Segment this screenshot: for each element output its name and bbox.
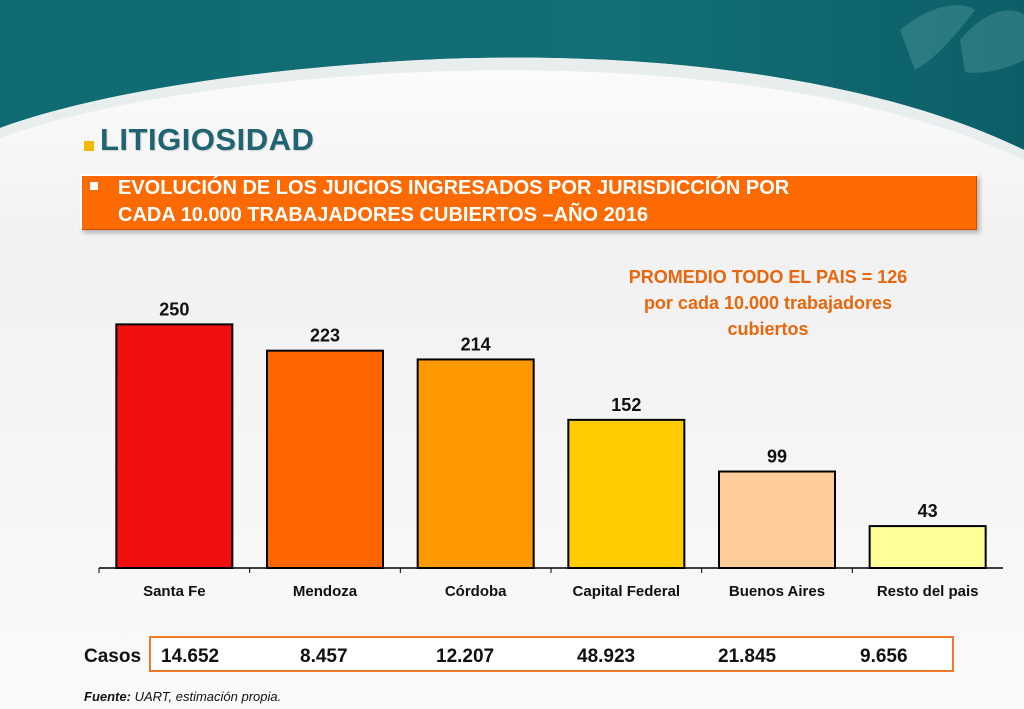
teal-header-band <box>0 0 1024 150</box>
source-text: UART, estimación propia. <box>130 689 282 704</box>
average-note: PROMEDIO TODO EL PAIS = 126 por cada 10.… <box>596 264 940 342</box>
bar-buenos-aires <box>718 470 836 569</box>
tick-label-capital-federal: Capital Federal <box>573 583 681 600</box>
bar-resto-del-pais <box>868 525 987 569</box>
bar-cordoba <box>416 358 535 569</box>
data-label-buenos-aires: 99 <box>767 447 787 467</box>
header-highlight-arc <box>0 57 1024 160</box>
data-label-mendoza: 223 <box>310 326 340 346</box>
bar-mendoza <box>266 349 384 569</box>
data-label-capital-federal: 152 <box>611 395 641 415</box>
tick-label-cordoba: Córdoba <box>445 583 507 600</box>
subtitle-banner: EVOLUCIÓN DE LOS JUICIOS INGRESADOS POR … <box>80 174 977 230</box>
case-value-resto-del-pais: 9.656 <box>860 646 908 667</box>
tick-label-santa-fe: Santa Fe <box>143 583 206 600</box>
tick-label-buenos-aires: Buenos Aires <box>729 583 825 600</box>
case-value-buenos-aires: 21.845 <box>718 646 777 667</box>
average-note-line-2: por cada 10.000 trabajadores <box>643 293 893 313</box>
source-label: Fuente: <box>84 689 131 704</box>
case-value-cordoba: 12.207 <box>436 646 495 667</box>
data-label-resto-del-pais: 43 <box>918 501 938 521</box>
logo-watermark-icon <box>900 5 1024 73</box>
tick-label-mendoza: Mendoza <box>293 583 358 600</box>
average-note-line-3: cubiertos <box>727 319 809 339</box>
cases-label: Casos <box>84 646 142 667</box>
bar-santa-fe <box>115 323 234 570</box>
data-label-santa-fe: 250 <box>159 299 189 319</box>
tick-label-resto-del-pais: Resto del pais <box>877 583 979 600</box>
source-note: Fuente: UART, estimación propia. <box>84 689 281 704</box>
case-value-santa-fe: 14.652 <box>161 646 220 667</box>
average-note-line-1: PROMEDIO TODO EL PAIS = 126 <box>628 267 908 287</box>
subtitle-line-2: CADA 10.000 TRABAJADORES CUBIERTOS –AÑO … <box>118 204 649 226</box>
subtitle-line-1: EVOLUCIÓN DE LOS JUICIOS INGRESADOS POR … <box>118 177 790 199</box>
case-value-mendoza: 8.457 <box>300 646 348 667</box>
page-title: LITIGIOSIDAD <box>100 122 315 157</box>
cases-box: 14.652 8.457 12.207 48.923 21.845 9.656 <box>149 636 954 672</box>
case-value-capital-federal: 48.923 <box>577 646 636 667</box>
title-bullet-icon <box>84 141 94 151</box>
subtitle-bullet-icon <box>90 182 98 190</box>
bar-capital-federal <box>567 418 686 569</box>
subtitle-text: EVOLUCIÓN DE LOS JUICIOS INGRESADOS POR … <box>118 175 963 229</box>
data-label-cordoba: 214 <box>461 334 491 354</box>
